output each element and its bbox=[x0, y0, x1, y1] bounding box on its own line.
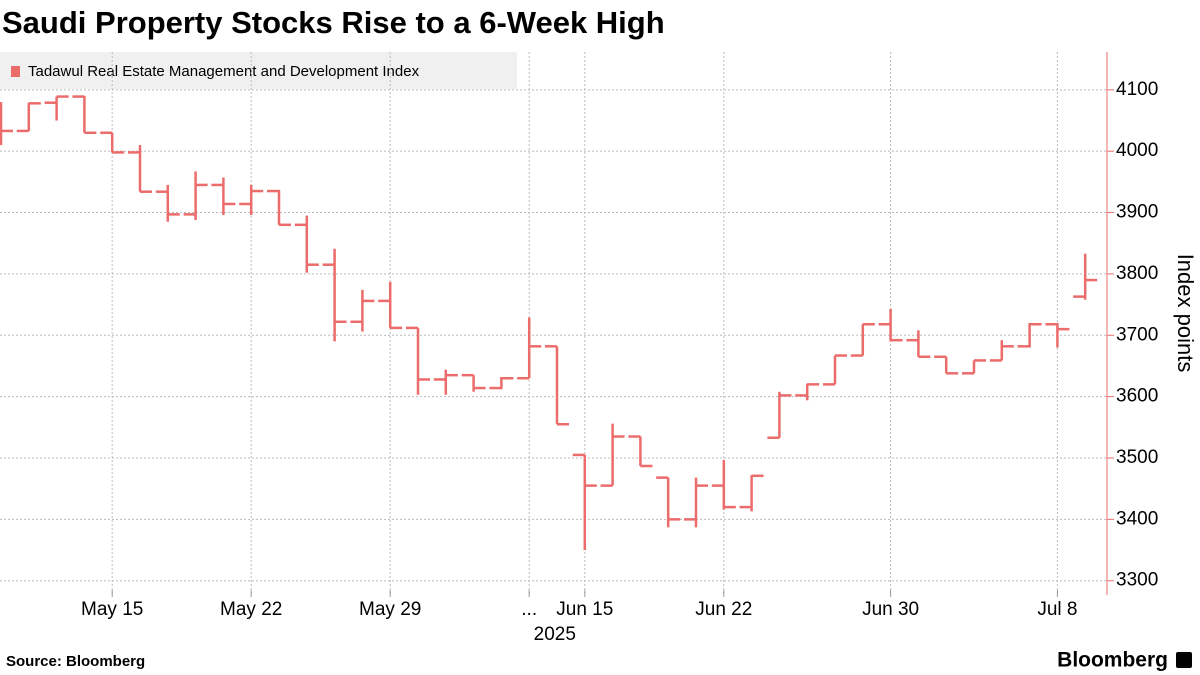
brand: Bloomberg bbox=[1057, 649, 1168, 672]
y-tick-label: 3400 bbox=[1116, 508, 1158, 529]
y-tick-label: 3800 bbox=[1116, 263, 1158, 284]
y-tick-label: 3600 bbox=[1116, 386, 1158, 407]
x-tick-label: May 29 bbox=[359, 599, 421, 620]
x-tick-label: ... bbox=[521, 599, 537, 620]
legend-swatch bbox=[11, 66, 20, 77]
brand-icon bbox=[1176, 652, 1192, 668]
y-tick-label: 4100 bbox=[1116, 79, 1158, 100]
y-tick-label: 3700 bbox=[1116, 324, 1158, 345]
y-axis-label: Index points bbox=[1173, 254, 1198, 373]
source: Source: Bloomberg bbox=[6, 653, 145, 670]
x-tick-label: Jun 22 bbox=[695, 599, 752, 620]
x-tick-label: May 22 bbox=[220, 599, 282, 620]
x-tick-label: Jun 30 bbox=[862, 599, 919, 620]
x-tick-label: Jul 8 bbox=[1037, 599, 1077, 620]
y-tick-label: 3300 bbox=[1116, 570, 1158, 591]
y-tick-label: 4000 bbox=[1116, 140, 1158, 161]
legend-box bbox=[0, 52, 517, 89]
y-tick-label: 3900 bbox=[1116, 202, 1158, 223]
y-tick-label: 3500 bbox=[1116, 447, 1158, 468]
chart-title: Saudi Property Stocks Rise to a 6-Week H… bbox=[2, 5, 665, 40]
legend-label: Tadawul Real Estate Management and Devel… bbox=[28, 63, 420, 80]
x-tick-label: Jun 15 bbox=[556, 599, 613, 620]
x-year-label: 2025 bbox=[534, 624, 576, 645]
x-tick-label: May 15 bbox=[81, 599, 143, 620]
